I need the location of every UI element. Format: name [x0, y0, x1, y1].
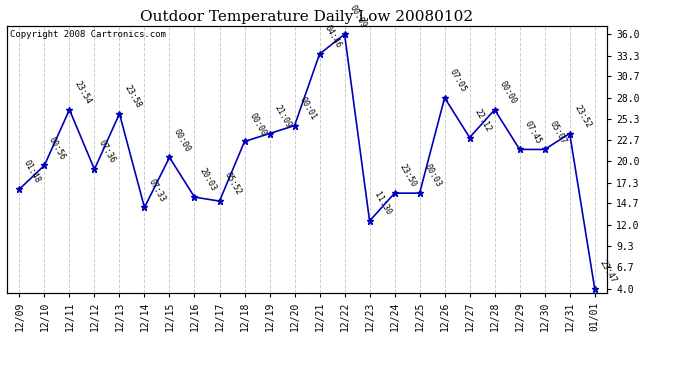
Text: 04:46: 04:46	[322, 24, 343, 50]
Text: 07:05: 07:05	[447, 68, 468, 94]
Text: Copyright 2008 Cartronics.com: Copyright 2008 Cartronics.com	[10, 30, 166, 39]
Text: 00:01: 00:01	[297, 95, 317, 122]
Text: 07:36: 07:36	[97, 139, 117, 165]
Text: 00:00: 00:00	[497, 80, 518, 105]
Text: 23:50: 23:50	[397, 163, 417, 189]
Text: 20:03: 20:03	[197, 167, 217, 193]
Title: Outdoor Temperature Daily Low 20080102: Outdoor Temperature Daily Low 20080102	[141, 10, 473, 24]
Text: 23:52: 23:52	[573, 103, 593, 129]
Text: 07:33: 07:33	[147, 177, 168, 203]
Text: 07:45: 07:45	[522, 119, 543, 145]
Text: 00:09: 00:09	[347, 4, 368, 30]
Text: 23:58: 23:58	[122, 83, 143, 110]
Text: 00:00: 00:00	[247, 111, 268, 137]
Text: 11:30: 11:30	[373, 190, 393, 217]
Text: 21:09: 21:09	[273, 103, 293, 129]
Text: 00:00: 00:00	[172, 127, 193, 153]
Text: 00:56: 00:56	[47, 135, 68, 161]
Text: 01:48: 01:48	[22, 159, 43, 185]
Text: 23:54: 23:54	[72, 80, 92, 105]
Text: 05:52: 05:52	[222, 171, 243, 197]
Text: 22:12: 22:12	[473, 107, 493, 134]
Text: 23:47: 23:47	[598, 258, 618, 284]
Text: 05:07: 05:07	[547, 119, 568, 145]
Text: 00:03: 00:03	[422, 163, 443, 189]
